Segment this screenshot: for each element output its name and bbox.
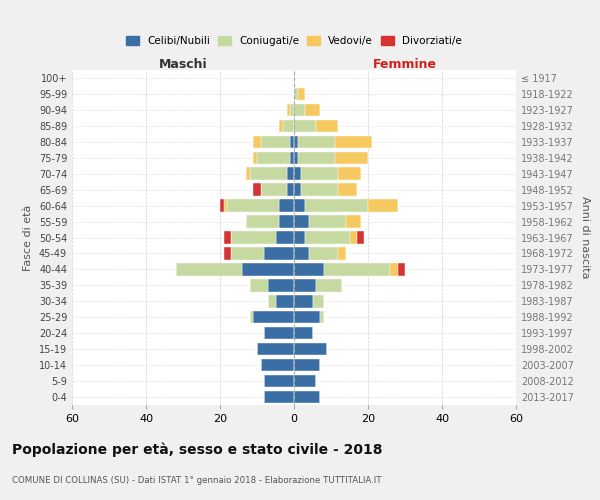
Bar (287, 184, 294, 196)
Bar (253, 184, 260, 196)
Legend: Celibi/Nubili, Coniugati/e, Vedovi/e, Divorziati/e: Celibi/Nubili, Coniugati/e, Vedovi/e, Di… (122, 32, 466, 50)
Bar (227, 200, 279, 212)
Text: Maschi: Maschi (158, 58, 208, 71)
Bar (294, 88, 298, 100)
Bar (294, 391, 320, 403)
Bar (316, 279, 342, 291)
Bar (261, 184, 287, 196)
Bar (357, 232, 364, 243)
Bar (224, 247, 231, 260)
Bar (287, 104, 290, 116)
Bar (294, 311, 320, 324)
Bar (290, 104, 294, 116)
Bar (398, 263, 405, 276)
Bar (290, 152, 294, 164)
Bar (338, 247, 346, 260)
Bar (294, 279, 316, 291)
Bar (305, 200, 368, 212)
Bar (250, 168, 287, 180)
Bar (265, 247, 294, 260)
Bar (279, 120, 283, 132)
Text: COMUNE DI COLLINAS (SU) - Dati ISTAT 1° gennaio 2018 - Elaborazione TUTTITALIA.I: COMUNE DI COLLINAS (SU) - Dati ISTAT 1° … (12, 476, 382, 485)
Bar (260, 136, 290, 148)
Bar (279, 216, 294, 228)
Bar (275, 295, 294, 308)
Bar (253, 152, 257, 164)
Bar (323, 263, 390, 276)
Bar (294, 263, 323, 276)
Bar (265, 391, 294, 403)
Bar (265, 375, 294, 388)
Bar (368, 200, 398, 212)
Bar (294, 136, 298, 148)
Bar (305, 104, 320, 116)
Bar (294, 327, 313, 340)
Bar (224, 200, 227, 212)
Bar (335, 152, 368, 164)
Bar (265, 327, 294, 340)
Bar (298, 88, 305, 100)
Bar (390, 263, 398, 276)
Bar (309, 216, 346, 228)
Bar (294, 120, 316, 132)
Bar (338, 168, 361, 180)
Bar (338, 184, 357, 196)
Bar (294, 184, 301, 196)
Bar (257, 152, 290, 164)
Bar (294, 359, 320, 372)
Bar (320, 311, 323, 324)
Bar (250, 311, 253, 324)
Bar (253, 136, 260, 148)
Bar (268, 279, 294, 291)
Bar (298, 152, 335, 164)
Y-axis label: Fasce di età: Fasce di età (23, 204, 33, 270)
Bar (294, 343, 328, 355)
Bar (301, 184, 338, 196)
Bar (294, 168, 301, 180)
Bar (224, 232, 231, 243)
Bar (346, 216, 361, 228)
Bar (294, 247, 309, 260)
Bar (305, 232, 349, 243)
Bar (257, 343, 294, 355)
Bar (298, 136, 335, 148)
Bar (294, 152, 298, 164)
Bar (231, 247, 265, 260)
Bar (294, 232, 305, 243)
Y-axis label: Anni di nascita: Anni di nascita (580, 196, 590, 279)
Bar (250, 279, 268, 291)
Bar (275, 232, 294, 243)
Bar (220, 200, 224, 212)
Bar (268, 295, 275, 308)
Bar (294, 200, 305, 212)
Bar (316, 120, 338, 132)
Bar (290, 136, 294, 148)
Bar (246, 216, 279, 228)
Text: Femmine: Femmine (373, 58, 437, 71)
Bar (294, 104, 305, 116)
Bar (242, 263, 294, 276)
Bar (287, 168, 294, 180)
Bar (313, 295, 323, 308)
Bar (349, 232, 357, 243)
Bar (283, 120, 294, 132)
Bar (335, 136, 372, 148)
Text: Popolazione per età, sesso e stato civile - 2018: Popolazione per età, sesso e stato civil… (12, 442, 383, 457)
Bar (176, 263, 242, 276)
Bar (309, 247, 338, 260)
Bar (231, 232, 275, 243)
Bar (246, 168, 250, 180)
Bar (294, 375, 316, 388)
Bar (294, 295, 313, 308)
Bar (279, 200, 294, 212)
Bar (294, 216, 309, 228)
Bar (260, 359, 294, 372)
Bar (301, 168, 338, 180)
Bar (253, 311, 294, 324)
